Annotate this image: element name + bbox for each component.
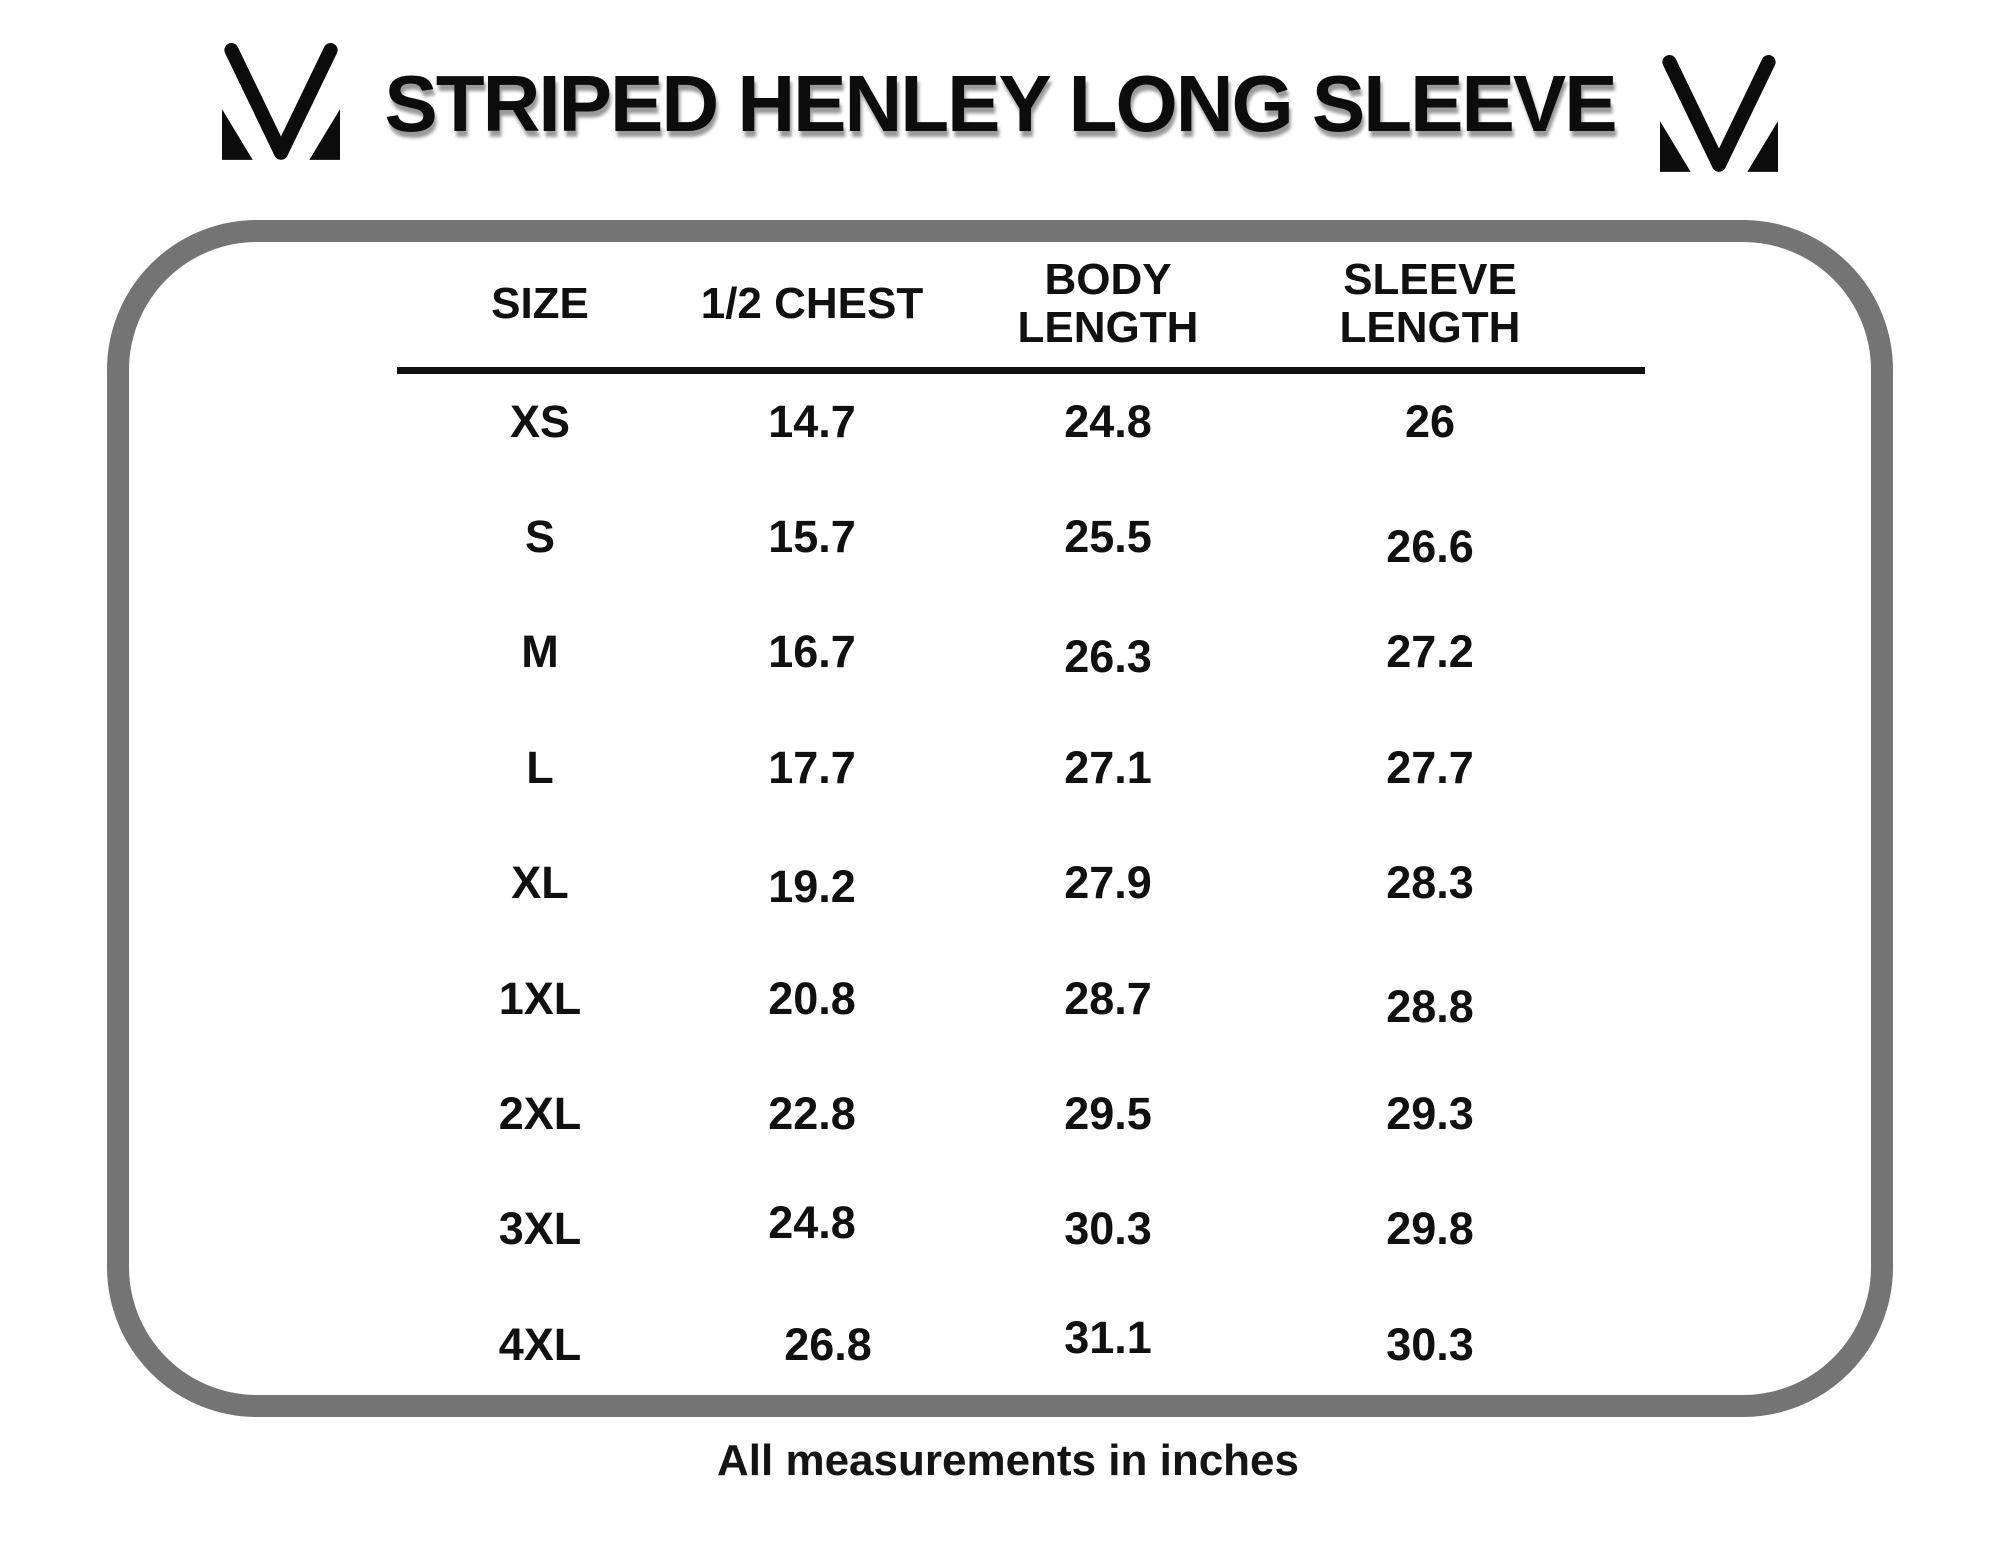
cell-size: M — [521, 626, 559, 678]
measurements-note: All measurements in inches — [717, 1436, 1299, 1485]
brand-m-logo-icon — [222, 43, 341, 160]
page-title: STRIPED HENLEY LONG SLEEVE — [384, 59, 1617, 148]
column-header-label: SIZE — [491, 279, 589, 329]
cell-body-length: 30.3 — [1064, 1203, 1152, 1255]
cell-size: 1XL — [498, 972, 582, 1024]
cell-size: 3XL — [498, 1203, 582, 1255]
table-body: XS 14.7 24.8 26 S 15.7 25.5 26.6 M 16.7 … — [397, 364, 1585, 1403]
cell-half-chest: 22.8 — [768, 1088, 856, 1140]
cell-half-chest: 24.8 — [768, 1197, 856, 1249]
cell-sleeve-length: 27.2 — [1386, 626, 1474, 678]
cell-body-length: 27.9 — [1064, 857, 1152, 909]
header: STRIPED HENLEY LONG SLEEVE — [0, 40, 2000, 172]
cell-half-chest: 17.7 — [768, 741, 856, 793]
cell-sleeve-length: 29.8 — [1386, 1203, 1474, 1255]
column-header-half-chest: 1/2 CHEST — [683, 248, 941, 360]
cell-sleeve-length: 30.3 — [1386, 1318, 1474, 1370]
cell-sleeve-length: 26.6 — [1386, 521, 1474, 573]
cell-body-length: 27.1 — [1064, 741, 1152, 793]
cell-half-chest: 16.7 — [768, 626, 856, 678]
header-divider — [397, 367, 1645, 374]
cell-half-chest: 15.7 — [768, 511, 856, 563]
column-header-sleeve-length: SLEEVE LENGTH — [1275, 248, 1585, 360]
cell-size: L — [526, 741, 554, 793]
size-chart-panel — [107, 220, 1893, 1417]
cell-sleeve-length: 28.8 — [1386, 980, 1474, 1032]
cell-body-length: 28.7 — [1064, 972, 1152, 1024]
column-header-label: SLEEVE LENGTH — [1339, 255, 1521, 352]
cell-size: 2XL — [498, 1088, 582, 1140]
column-header-label: 1/2 CHEST — [700, 279, 924, 329]
cell-sleeve-length: 29.3 — [1386, 1088, 1474, 1140]
cell-body-length: 31.1 — [1064, 1311, 1152, 1363]
cell-size: XL — [511, 857, 569, 909]
cell-sleeve-length: 26 — [1404, 395, 1456, 447]
column-header-size: SIZE — [397, 248, 683, 360]
cell-half-chest: 20.8 — [768, 972, 856, 1024]
cell-body-length: 25.5 — [1064, 511, 1152, 563]
cell-half-chest: 19.2 — [768, 861, 856, 913]
cell-sleeve-length: 27.7 — [1386, 741, 1474, 793]
brand-m-logo-icon — [1659, 55, 1778, 172]
column-header-label: BODY LENGTH — [1017, 255, 1199, 352]
cell-body-length: 24.8 — [1064, 395, 1152, 447]
cell-body-length: 29.5 — [1064, 1088, 1152, 1140]
cell-sleeve-length: 28.3 — [1386, 857, 1474, 909]
cell-size: 4XL — [498, 1318, 582, 1370]
column-header-body-length: BODY LENGTH — [941, 248, 1275, 360]
cell-size: S — [524, 511, 555, 563]
cell-half-chest: 14.7 — [768, 395, 856, 447]
cell-size: XS — [509, 395, 571, 447]
cell-half-chest: 26.8 — [784, 1318, 872, 1370]
table-header-row: SIZE 1/2 CHEST BODY LENGTH SLEEVE LENGTH — [397, 248, 1585, 360]
cell-body-length: 26.3 — [1064, 631, 1152, 683]
